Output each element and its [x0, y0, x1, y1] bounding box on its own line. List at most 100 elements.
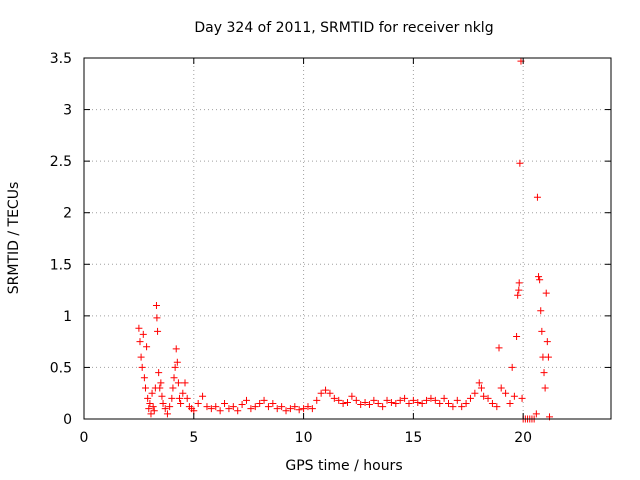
- data-point: [466, 394, 474, 402]
- data-point: [161, 405, 169, 413]
- data-point: [423, 396, 431, 404]
- data-point: [502, 389, 510, 397]
- data-point: [484, 394, 492, 402]
- data-point: [532, 410, 540, 418]
- data-point: [405, 400, 413, 408]
- data-point: [140, 374, 148, 382]
- data-point: [154, 327, 162, 335]
- chart-title: Day 324 of 2011, SRMTID for receiver nkl…: [194, 20, 493, 36]
- data-point: [135, 324, 143, 332]
- data-point: [207, 405, 215, 413]
- data-point: [278, 403, 286, 411]
- data-point: [183, 394, 191, 402]
- data-point: [308, 405, 316, 413]
- data-point: [493, 403, 501, 411]
- x-tick-label: 20: [514, 430, 532, 446]
- data-point: [317, 389, 325, 397]
- data-point: [148, 389, 156, 397]
- data-point: [361, 398, 369, 406]
- data-point: [166, 403, 174, 411]
- data-point: [251, 403, 259, 411]
- data-point: [141, 384, 149, 392]
- data-point: [497, 384, 505, 392]
- data-point: [194, 400, 202, 408]
- data-point: [158, 392, 166, 400]
- y-tick-label: 3: [63, 103, 72, 119]
- data-point: [431, 396, 439, 404]
- data-point: [149, 403, 157, 411]
- data-point: [544, 353, 552, 361]
- data-point: [401, 394, 409, 402]
- data-point: [136, 338, 144, 346]
- data-point: [155, 369, 163, 377]
- data-point: [170, 374, 178, 382]
- data-point: [313, 396, 321, 404]
- data-point: [163, 410, 171, 418]
- y-tick-label: 3.5: [50, 51, 72, 67]
- data-point: [541, 384, 549, 392]
- data-point: [436, 400, 444, 408]
- data-point: [537, 307, 545, 315]
- y-tick-label: 2.5: [50, 154, 72, 170]
- y-tick-label: 1.5: [50, 257, 72, 273]
- data-point: [176, 394, 184, 402]
- data-point: [168, 394, 176, 402]
- data-point: [427, 394, 435, 402]
- data-point: [300, 405, 308, 413]
- data-point: [540, 369, 548, 377]
- data-point: [365, 401, 373, 409]
- data-point: [169, 384, 177, 392]
- data-point: [137, 353, 145, 361]
- y-tick-label: 1: [63, 309, 72, 325]
- data-point: [357, 401, 365, 409]
- data-point: [143, 343, 151, 351]
- y-tick-label: 0: [63, 412, 72, 428]
- data-point: [335, 396, 343, 404]
- data-point: [396, 396, 404, 404]
- data-point: [536, 276, 544, 284]
- data-points: [135, 57, 554, 423]
- data-point: [238, 401, 246, 409]
- data-point: [282, 407, 290, 415]
- x-tick-label: 5: [189, 430, 198, 446]
- data-point: [339, 400, 347, 408]
- data-point: [153, 314, 161, 322]
- data-point: [383, 396, 391, 404]
- data-point: [157, 379, 165, 387]
- data-point: [348, 392, 356, 400]
- data-point: [256, 400, 264, 408]
- data-point: [533, 193, 541, 201]
- data-point: [445, 400, 453, 408]
- data-point: [326, 389, 334, 397]
- data-point: [506, 400, 514, 408]
- grid: [84, 58, 611, 419]
- data-point: [480, 392, 488, 400]
- data-point: [216, 407, 224, 415]
- data-point: [516, 159, 524, 167]
- data-point: [159, 400, 167, 408]
- y-tick-label: 0.5: [50, 360, 72, 376]
- data-point: [304, 403, 312, 411]
- data-point: [273, 405, 281, 413]
- data-point: [174, 379, 182, 387]
- data-point: [414, 398, 422, 406]
- data-point: [242, 396, 250, 404]
- data-point: [295, 406, 303, 414]
- data-point: [535, 273, 543, 281]
- data-point: [269, 400, 277, 408]
- data-point: [344, 398, 351, 406]
- data-point: [144, 394, 152, 402]
- data-point: [173, 358, 181, 366]
- data-point: [145, 405, 153, 413]
- tick-labels: 0 5 10 15 20 0 0.5 1 1.5 2 2.5 3 3.5: [50, 51, 532, 446]
- data-point: [330, 394, 338, 402]
- plot-frame: [83, 57, 612, 420]
- data-point: [471, 389, 479, 397]
- data-point: [146, 400, 154, 408]
- data-point: [221, 400, 229, 408]
- data-point: [515, 279, 523, 287]
- data-point: [247, 405, 255, 413]
- data-point: [409, 396, 417, 404]
- data-point: [515, 286, 523, 294]
